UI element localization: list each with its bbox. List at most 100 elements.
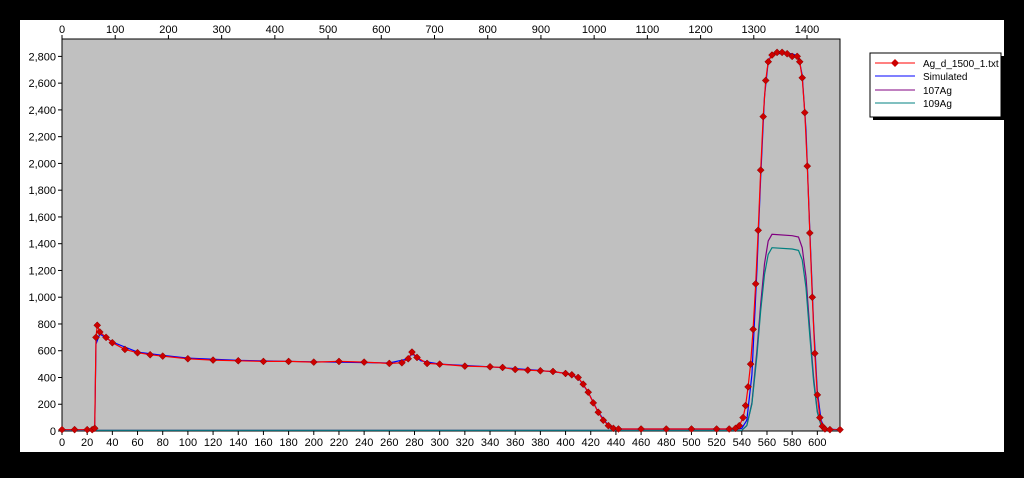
data-point — [234, 356, 243, 365]
x-bottom-tick-label: 420 — [582, 437, 600, 449]
legend-label-109ag: 109Ag — [923, 99, 952, 110]
series-line — [62, 247, 840, 431]
data-point — [259, 357, 268, 366]
data-point — [398, 358, 406, 367]
data-point — [813, 391, 822, 399]
data-point — [133, 348, 142, 357]
data-point — [756, 166, 765, 174]
x-bottom-tick-label: 380 — [531, 437, 549, 449]
x-top-tick-label: 700 — [425, 24, 443, 36]
data-point — [102, 333, 110, 342]
y-axis: 0 200 400 600 800 1,000 1,200 1,400 1,600 1,800 2,… — [28, 51, 62, 438]
data-point — [146, 350, 154, 359]
x-bottom-tick-label: 500 — [682, 437, 700, 449]
data-point — [498, 363, 507, 372]
y-tick-label: 400 — [38, 372, 56, 384]
data-point — [90, 424, 99, 433]
x-top-tick-label: 1400 — [795, 24, 819, 36]
data-point — [749, 325, 757, 334]
data-point — [108, 338, 117, 347]
data-point — [751, 279, 760, 288]
data-point — [284, 357, 293, 366]
data-point — [561, 369, 570, 378]
data-point — [435, 360, 444, 368]
x-axis-bottom: 0 20 40 60 80 100 120 140 160 180 200 220 240 260 280 3… — [59, 431, 827, 449]
x-top-tick-label: 1300 — [742, 24, 766, 36]
data-point — [413, 353, 421, 362]
x-bottom-tick-label: 260 — [380, 437, 398, 449]
data-point — [511, 365, 520, 374]
data-point — [83, 425, 92, 434]
x-bottom-tick-label: 400 — [556, 437, 574, 449]
series-layer — [58, 48, 844, 434]
x-bottom-tick-label: 280 — [405, 437, 423, 449]
data-point — [836, 425, 844, 434]
x-top-tick-label: 900 — [532, 24, 550, 36]
x-bottom-tick-label: 80 — [157, 437, 169, 449]
data-point — [70, 425, 79, 434]
x-bottom-tick-label: 320 — [456, 437, 474, 449]
y-tick-label: 1,600 — [28, 212, 56, 224]
data-point — [579, 380, 588, 389]
y-tick-label: 200 — [38, 399, 56, 411]
data-point — [725, 425, 734, 433]
x-bottom-tick-label: 120 — [204, 437, 222, 449]
data-point — [687, 425, 696, 433]
x-bottom-tick-label: 40 — [106, 437, 118, 449]
y-tick-label: 2,400 — [28, 105, 56, 117]
data-point — [803, 162, 812, 170]
data-point — [805, 229, 814, 237]
y-tick-label: 2,000 — [28, 158, 56, 170]
data-point — [744, 382, 752, 391]
x-top-tick-label: 200 — [159, 24, 177, 36]
data-point — [568, 370, 576, 379]
x-top-tick-label: 400 — [266, 24, 284, 36]
data-point — [404, 354, 413, 363]
legend: Ag_d_1500_1.txt Simulated 107Ag 109Ag — [869, 52, 1004, 120]
data-point — [614, 425, 623, 433]
x-top-tick-label: 0 — [59, 24, 65, 36]
x-bottom-tick-label: 200 — [305, 437, 323, 449]
data-point — [810, 349, 819, 358]
x-bottom-tick-label: 520 — [707, 437, 725, 449]
x-top-tick-label: 1100 — [636, 24, 660, 36]
data-point — [58, 425, 66, 434]
x-bottom-tick-label: 360 — [506, 437, 524, 449]
x-bottom-tick-label: 480 — [657, 437, 675, 449]
data-point — [523, 366, 532, 374]
x-bottom-tick-label: 560 — [758, 437, 776, 449]
data-point — [746, 360, 755, 368]
data-point — [816, 413, 824, 422]
data-point — [184, 354, 192, 363]
x-bottom-tick-label: 460 — [632, 437, 650, 449]
y-tick-label: 1,400 — [28, 239, 56, 251]
data-point — [759, 112, 768, 121]
data-point — [335, 357, 343, 366]
chart-svg: 02004006008001,0001,2001,4001,6001,8002,… — [28, 24, 1004, 449]
data-point — [764, 57, 773, 66]
data-point — [584, 388, 593, 397]
y-tick-label: 1,200 — [28, 265, 56, 277]
legend-shadow-right — [1001, 56, 1004, 120]
legend-label-ag: Ag_d_1500_1.txt — [923, 59, 999, 70]
x-bottom-tick-label: 60 — [131, 437, 143, 449]
x-bottom-tick-label: 340 — [481, 437, 499, 449]
x-bottom-tick-label: 140 — [229, 437, 247, 449]
x-top-tick-label: 100 — [106, 24, 124, 36]
data-point — [309, 358, 318, 366]
plot-area — [61, 38, 841, 432]
data-point — [360, 358, 368, 366]
data-point — [423, 359, 431, 368]
legend-marker-ag — [891, 59, 899, 67]
data-point — [735, 421, 744, 430]
data-point — [778, 48, 786, 57]
data-point — [385, 359, 394, 368]
data-point — [768, 51, 776, 59]
data-point — [808, 293, 817, 302]
x-bottom-tick-label: 600 — [808, 437, 826, 449]
data-point — [589, 399, 598, 407]
x-bottom-tick-label: 220 — [330, 437, 348, 449]
data-point — [761, 76, 770, 85]
y-tick-label: 2,200 — [28, 132, 56, 144]
data-point — [826, 425, 834, 434]
